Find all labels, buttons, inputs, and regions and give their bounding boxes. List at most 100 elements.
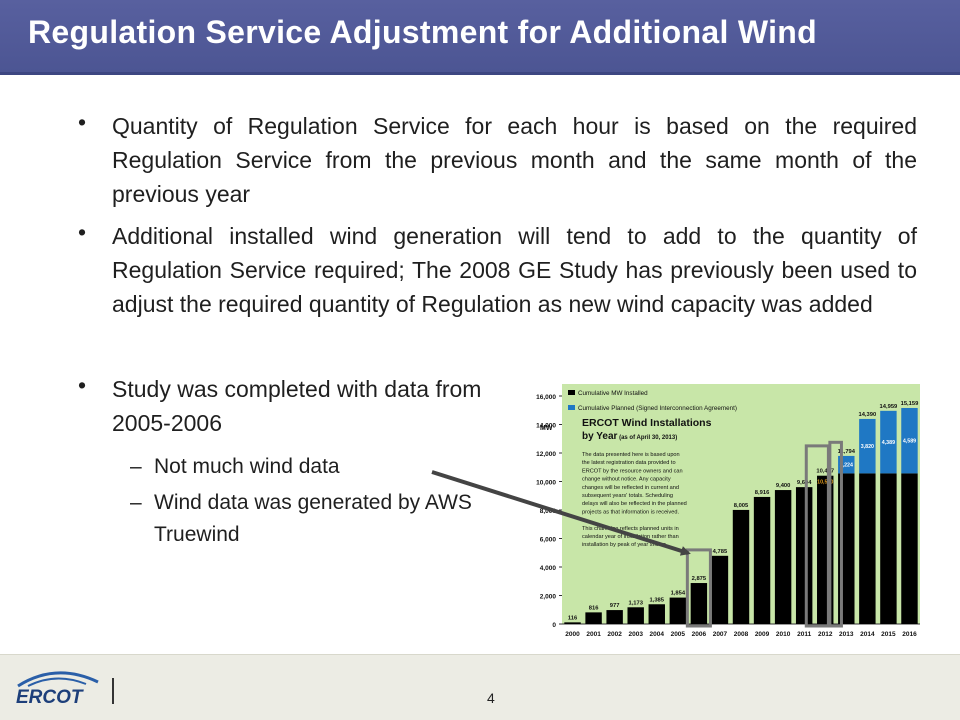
bar-total-label: 1,173 <box>628 600 643 606</box>
bar-installed <box>732 509 750 624</box>
bar-total-label: 9,604 <box>797 480 812 486</box>
bar-inner-label: 10,570 <box>817 480 833 486</box>
bar-total-label: 977 <box>610 603 620 609</box>
logo-swoosh-inner <box>27 677 87 687</box>
chart-note-line: changes will be reflected in current and <box>582 485 679 491</box>
bar-installed <box>690 583 708 624</box>
bullet-1-text: Quantity of Regulation Service for each … <box>112 113 917 207</box>
y-tick-label: 4,000 <box>540 565 557 572</box>
bar-installed <box>753 496 771 624</box>
x-tick-label: 2000 <box>565 631 580 638</box>
y-tick-label: 2,000 <box>540 594 557 601</box>
x-tick-label: 2006 <box>692 631 707 638</box>
bar-installed <box>585 612 602 624</box>
bar-installed <box>606 610 623 624</box>
x-tick-label: 2013 <box>839 631 854 638</box>
bar-inner-label: 4,389 <box>882 440 895 446</box>
bar-installed <box>711 555 729 624</box>
logo-swoosh <box>17 671 99 688</box>
bar-installed <box>774 490 792 624</box>
x-tick-label: 2005 <box>671 631 686 638</box>
x-tick-label: 2015 <box>881 631 896 638</box>
x-tick-label: 2009 <box>755 631 770 638</box>
sub-bullet-2-text: Wind data was generated by AWS Truewind <box>154 491 472 546</box>
bar-installed <box>627 607 644 624</box>
x-tick-label: 2003 <box>628 631 643 638</box>
x-tick-label: 2011 <box>797 631 811 638</box>
x-tick-label: 2001 <box>586 631 601 638</box>
chart-subtitle-main: by Year <box>582 431 618 442</box>
bullet-2-text: Additional installed wind generation wil… <box>112 223 917 317</box>
bullet-marker: • <box>78 109 87 135</box>
legend-swatch-installed <box>568 390 575 395</box>
chart-title: ERCOT Wind Installations <box>582 417 712 429</box>
legend-label-planned: Cumulative Planned (Signed Interconnecti… <box>578 405 737 412</box>
bar-installed <box>795 487 813 624</box>
y-tick-label: 6,000 <box>540 537 557 544</box>
bar-installed <box>648 604 665 624</box>
sub-bullet-marker: – <box>130 455 142 478</box>
bar-planned <box>859 418 876 474</box>
bar-total-label: 10,407 <box>816 469 834 475</box>
bar-total-label: 2,875 <box>692 576 707 582</box>
highlight-box-2012-2013 <box>828 440 843 628</box>
bar-total-label: 14,390 <box>858 412 876 418</box>
y-axis-label: MW <box>540 425 553 432</box>
bar-total-label: 15,159 <box>901 401 920 407</box>
bullet-marker: • <box>78 219 87 245</box>
bar-total-label: 9,400 <box>776 483 791 489</box>
chart-note-line: delays will also be reflected in the pla… <box>582 501 687 507</box>
x-tick-label: 2004 <box>650 631 665 638</box>
slide-footer <box>0 655 960 720</box>
bar-total-label: 8,916 <box>755 490 770 496</box>
logo-text: ERCOT <box>16 687 84 708</box>
chart-subtitle-note: (as of April 30, 2013) <box>617 435 677 441</box>
highlight-box-2006 <box>685 548 712 628</box>
bar-installed <box>880 473 897 624</box>
bar-installed <box>859 473 876 624</box>
wind-installations-chart: 0 2,000 4,000 6,000 8,000 10,000 12,000 14,000 1… <box>536 384 920 638</box>
bar-total-label: 11,794 <box>838 449 856 455</box>
y-tick-label: 10,000 <box>536 480 556 487</box>
bar-inner-label: 3,820 <box>861 444 874 450</box>
bar-installed <box>564 622 581 624</box>
chart-note-line: The data presented here is based upon <box>582 452 680 458</box>
bullet-marker: • <box>78 372 87 398</box>
page-number: 4 <box>487 690 495 706</box>
x-tick-label: 2010 <box>776 631 791 638</box>
chart-note-line: This chart also reflects planned units i… <box>582 526 679 532</box>
bar-installed <box>669 597 687 624</box>
chart-note-line: ERCOT by the resource owners and can <box>582 468 683 474</box>
bar-planned <box>901 407 918 474</box>
y-tick-label: 16,000 <box>536 394 556 401</box>
y-tick-label: 14,000 <box>536 423 556 430</box>
slide-title: Regulation Service Adjustment for Additi… <box>28 14 817 50</box>
ercot-logo: ERCOT <box>16 671 99 708</box>
chart-note-line: calendar year of installation rather tha… <box>582 534 679 540</box>
bar-total-label: 1,385 <box>650 597 665 603</box>
legend-swatch-planned <box>568 405 575 410</box>
bar-total-label: 816 <box>589 605 599 611</box>
chart-subtitle: by Year (as of April 30, 2013) <box>582 431 677 442</box>
x-tick-label: 2014 <box>860 631 875 638</box>
logo-separator <box>112 678 114 704</box>
y-tick-label: 12,000 <box>536 451 556 458</box>
bar-inner-label: 4,589 <box>903 439 916 445</box>
bar-total-label: 116 <box>568 615 578 621</box>
chart-note-line: projects as that information is received… <box>582 509 679 515</box>
x-tick-label: 2002 <box>607 631 622 638</box>
chart-note-line: installation by peak of year shown. <box>582 542 668 548</box>
bar-total-label: 1,854 <box>671 591 686 597</box>
y-tick-label: 8,000 <box>540 508 557 515</box>
sub-bullet-marker: – <box>130 491 142 514</box>
legend-label-installed: Cumulative MW Installed <box>578 390 648 397</box>
bar-inner-label: 1,224 <box>840 463 853 469</box>
chart-note-line: change without notice. Any capacity <box>582 477 671 483</box>
sub-bullet-1-text: Not much wind data <box>154 455 340 478</box>
bar-planned <box>880 410 897 474</box>
bullet-3-text: Study was completed with data from 2005-… <box>112 376 482 436</box>
chart-note-line: the latest registration data provided to <box>582 460 676 466</box>
bar-installed <box>901 473 918 624</box>
x-tick-label: 2016 <box>902 631 917 638</box>
footer-divider <box>0 654 960 655</box>
